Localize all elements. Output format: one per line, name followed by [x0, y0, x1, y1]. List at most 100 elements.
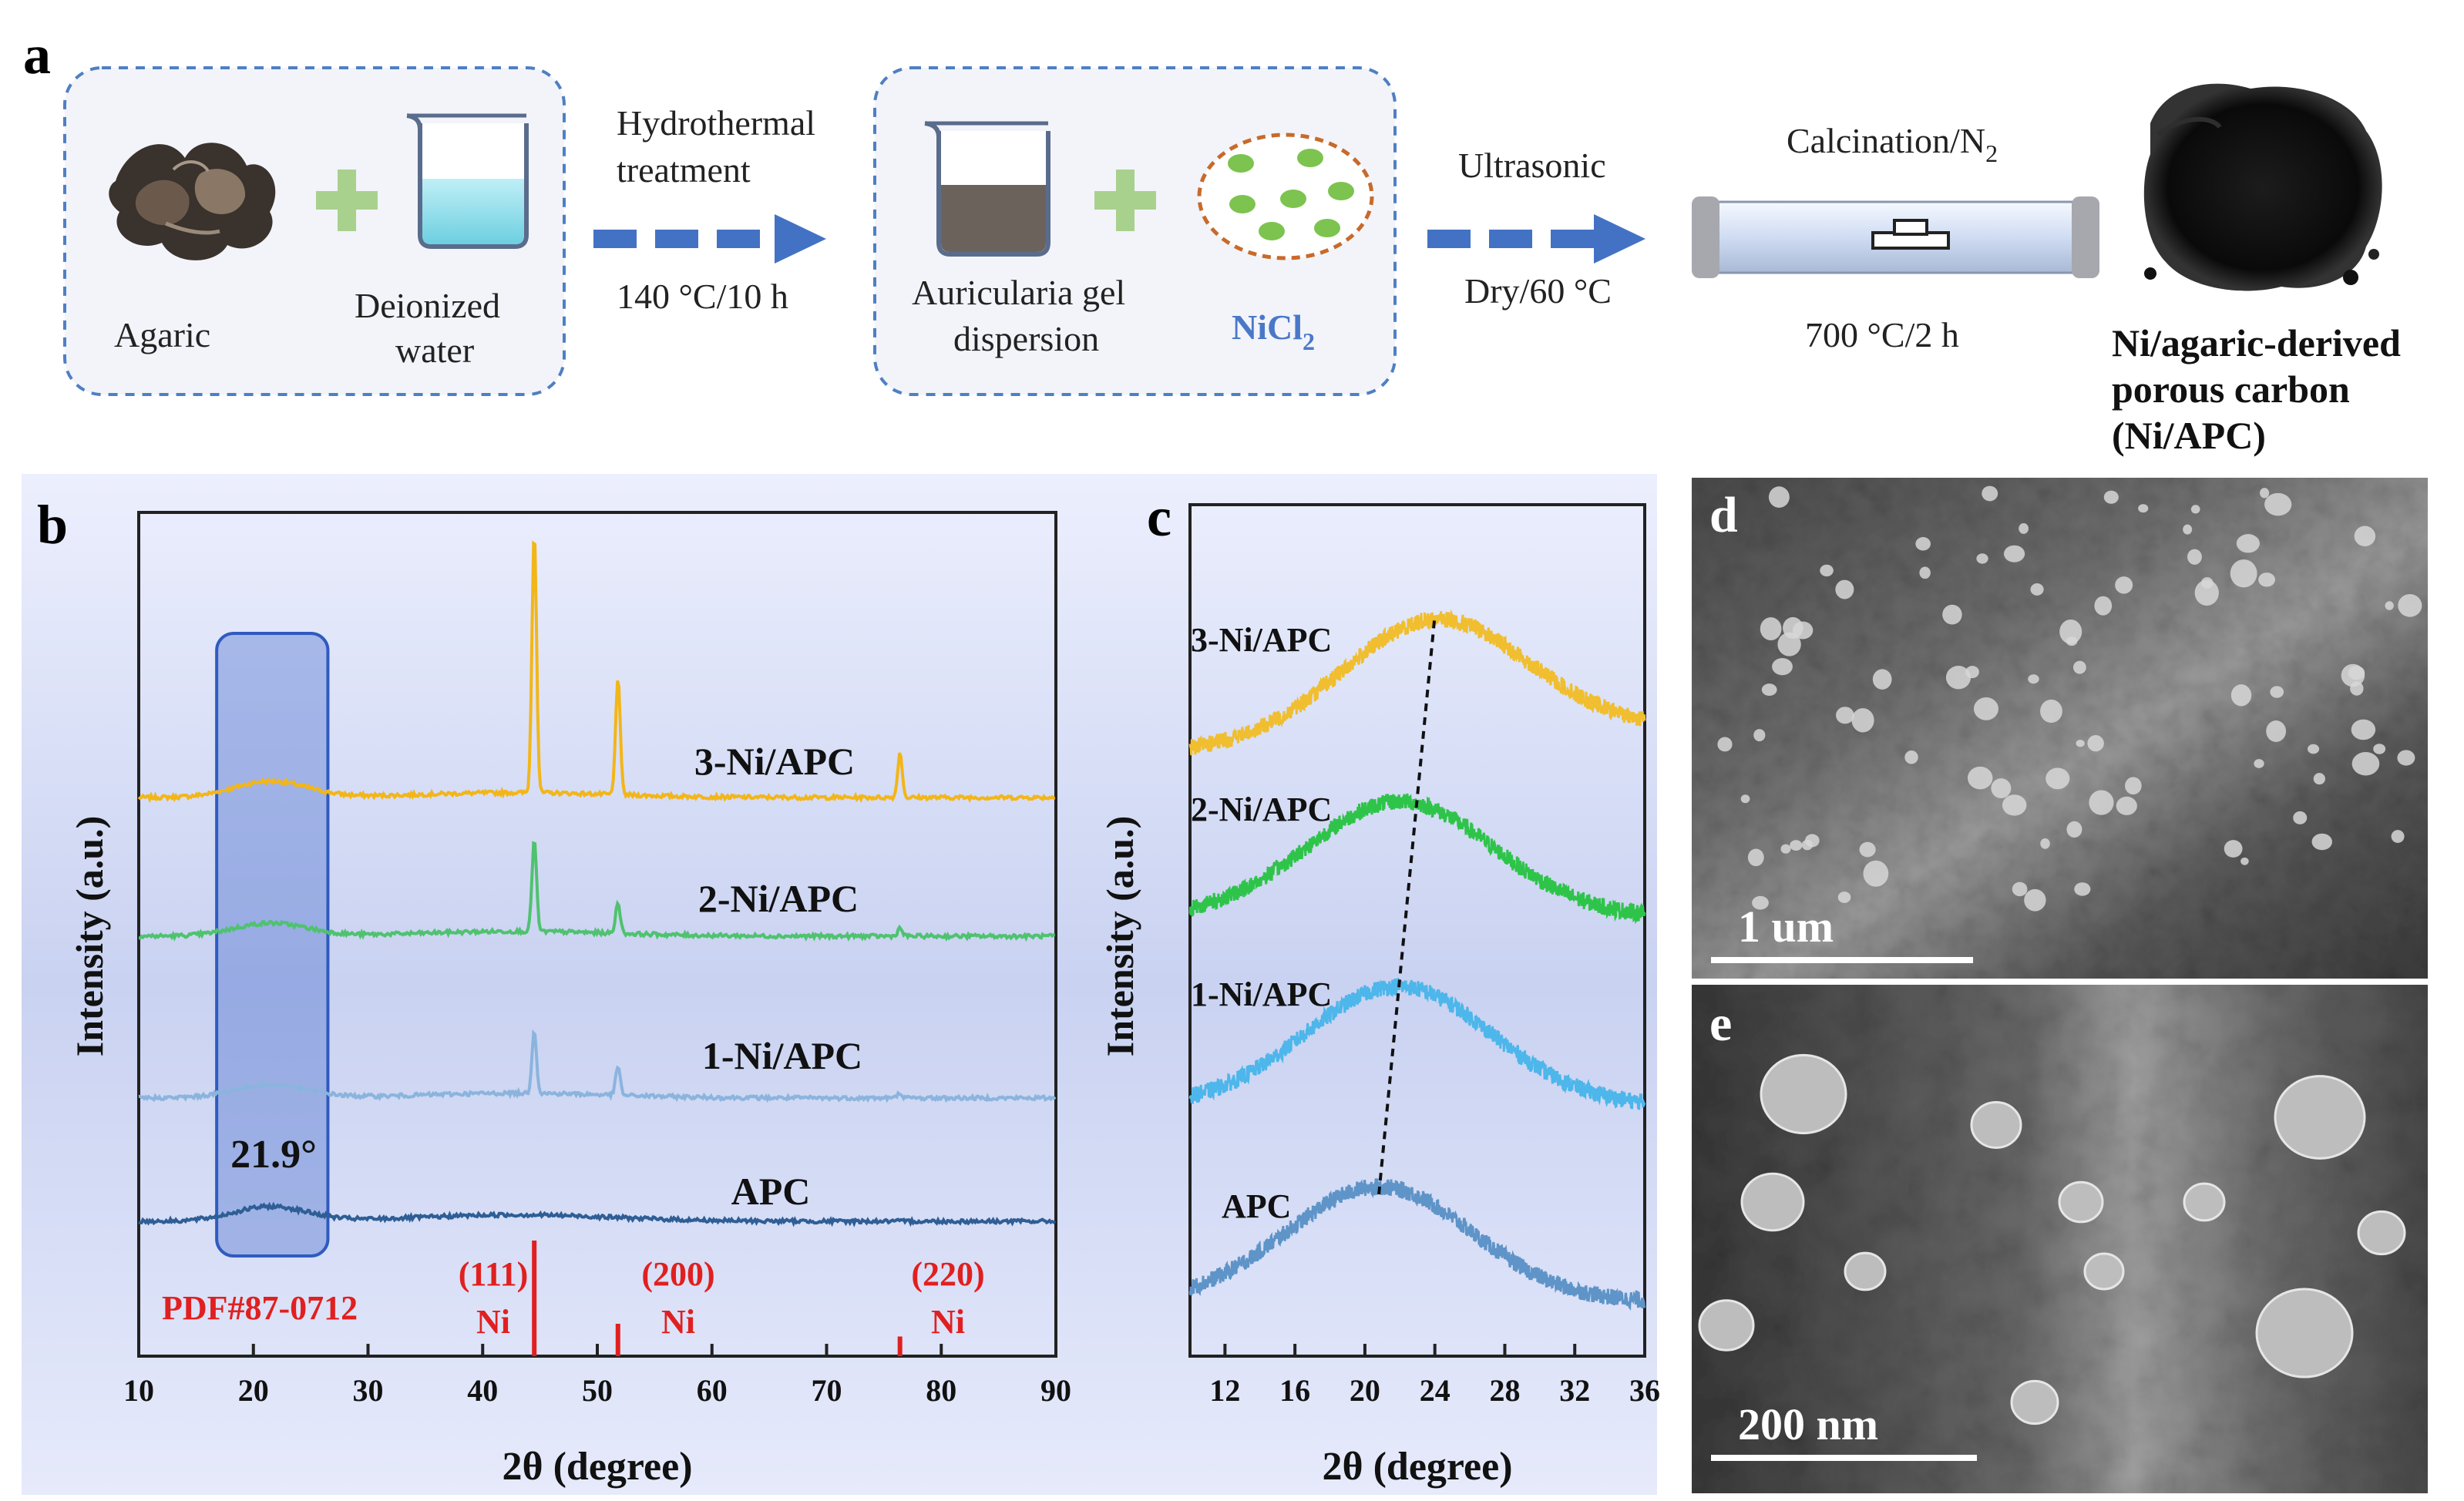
ni-particle — [2313, 773, 2325, 785]
ni-particle — [2266, 720, 2287, 742]
ni-particle — [1792, 621, 1814, 640]
ni-particle — [1760, 1053, 1847, 1135]
ni-particle — [2397, 750, 2415, 766]
step1-label-1: Hydrothermal — [617, 103, 815, 143]
ni-particle — [2254, 759, 2264, 768]
ni-particle — [2125, 777, 2142, 795]
x-tick-label: 32 — [1559, 1373, 1590, 1408]
x-tick-label: 30 — [353, 1373, 384, 1408]
x-tick-label: 16 — [1279, 1373, 1310, 1408]
reference-phase-label: Ni — [476, 1303, 510, 1341]
gel-label-1: Auricularia gel — [912, 273, 1125, 312]
step1-label-2: treatment — [617, 150, 751, 190]
nickel-chloride-base: NiCl — [1232, 307, 1303, 347]
ni-particle — [2183, 1182, 2226, 1222]
ni-particle — [2230, 559, 2257, 588]
ni-particle — [2072, 660, 2086, 674]
panel-e: e 200 nm — [1692, 985, 2428, 1493]
ni-particle — [2058, 1180, 2104, 1224]
ni-particle — [1740, 1172, 1805, 1232]
x-tick-label: 28 — [1489, 1373, 1520, 1408]
ni-particle — [2351, 719, 2376, 740]
series-line-1-ni-apc — [1188, 978, 1646, 1110]
series-line-apc — [138, 1201, 1057, 1227]
ni-particle — [1859, 841, 1876, 858]
ni-particle — [2357, 1210, 2406, 1256]
ni-particle — [2030, 583, 2044, 596]
series-line-3-ni-apc — [137, 540, 1056, 804]
ni-particle — [2076, 740, 2085, 747]
nickel-chloride-icon — [1197, 133, 1374, 260]
ni-particle — [2059, 619, 2082, 644]
ni-particle — [1835, 579, 1854, 599]
series-label: 1-Ni/APC — [1191, 975, 1332, 1013]
reference-hkl-label: (220) — [911, 1255, 984, 1293]
chart-c-frame — [1188, 503, 1646, 1358]
ni-particle — [2398, 594, 2422, 617]
series-label: 3-Ni/APC — [1191, 621, 1332, 659]
ni-particle — [2087, 734, 2104, 752]
ni-particle — [2012, 881, 2028, 897]
y-axis-label: Intensity (a.u.) — [68, 816, 111, 1057]
ni-particle — [1836, 707, 1854, 724]
series-line-1-ni-apc — [138, 1029, 1057, 1103]
series-label: 1-Ni/APC — [702, 1034, 862, 1077]
ni-particle — [2083, 1252, 2125, 1291]
ni-particle — [2354, 526, 2376, 547]
ni-particle — [2385, 601, 2394, 610]
dashed-arrow-icon — [593, 214, 826, 264]
ni-particle — [1820, 564, 1834, 577]
xrd-zoom-series-group: 3-Ni/APC 2-Ni/APC 1-Ni/APC APC — [1188, 609, 1646, 1311]
highlight-annotation: 21.9° — [230, 1133, 317, 1177]
plus-icon — [1094, 170, 1156, 231]
ni-particle — [2190, 505, 2200, 514]
y-axis-label: Intensity (a.u.) — [1098, 816, 1141, 1057]
sem-image-d — [1692, 478, 2428, 979]
scale-bar-d — [1711, 957, 1973, 963]
x-axis-label: 2θ (degree) — [1322, 1445, 1512, 1489]
ni-particle — [1772, 658, 1793, 676]
ni-particle — [2260, 488, 2270, 499]
x-tick-label: 36 — [1629, 1373, 1660, 1408]
calcination-label: Calcination/N2 — [1787, 121, 1998, 167]
ni-particle — [2341, 663, 2365, 687]
ni-particle — [2224, 840, 2243, 858]
panel-b-label: b — [37, 494, 68, 556]
ni-particle — [2066, 636, 2078, 646]
ni-particle — [1973, 697, 1998, 720]
ni-particle — [2391, 830, 2405, 843]
ni-particle — [1872, 669, 1892, 690]
ni-particle — [2019, 523, 2029, 534]
series-label: APC — [1222, 1187, 1291, 1225]
calcination-base: Calcination/N — [1787, 121, 1985, 160]
ni-particle — [1761, 683, 1777, 697]
ni-particle — [2028, 674, 2039, 684]
ni-particle — [2274, 1075, 2366, 1160]
ni-particle — [2255, 1288, 2354, 1378]
x-tick-label: 20 — [238, 1373, 269, 1408]
x-tick-label: 50 — [582, 1373, 613, 1408]
ni-particle — [2311, 833, 2332, 851]
ni-particle — [1970, 1101, 2022, 1149]
water-label-2: water — [395, 331, 474, 370]
step1-condition: 140 °C/10 h — [617, 277, 788, 316]
x-tick-label: 20 — [1350, 1373, 1380, 1408]
ni-particle — [2183, 524, 2193, 535]
panel-d: d 1 um — [1692, 478, 2428, 979]
gel-label-2: dispersion — [953, 319, 1099, 358]
scale-bar-e — [1711, 1455, 1977, 1461]
scale-bar-d-label: 1 um — [1738, 902, 1834, 952]
ni-particle — [2240, 857, 2249, 865]
ni-particle — [2040, 699, 2062, 723]
ni-particle — [2040, 838, 2050, 849]
ni-particle — [1919, 566, 1931, 579]
ni-particle — [2089, 790, 2114, 815]
reference-phase-label: Ni — [661, 1303, 695, 1341]
ni-particles — [1698, 1053, 2406, 1425]
dashed-arrow-icon — [1427, 214, 1645, 264]
series-label: APC — [731, 1170, 811, 1213]
ni-particle — [1982, 485, 1998, 502]
ni-particle — [1790, 840, 1803, 851]
step2-condition: Dry/60 °C — [1464, 271, 1612, 311]
